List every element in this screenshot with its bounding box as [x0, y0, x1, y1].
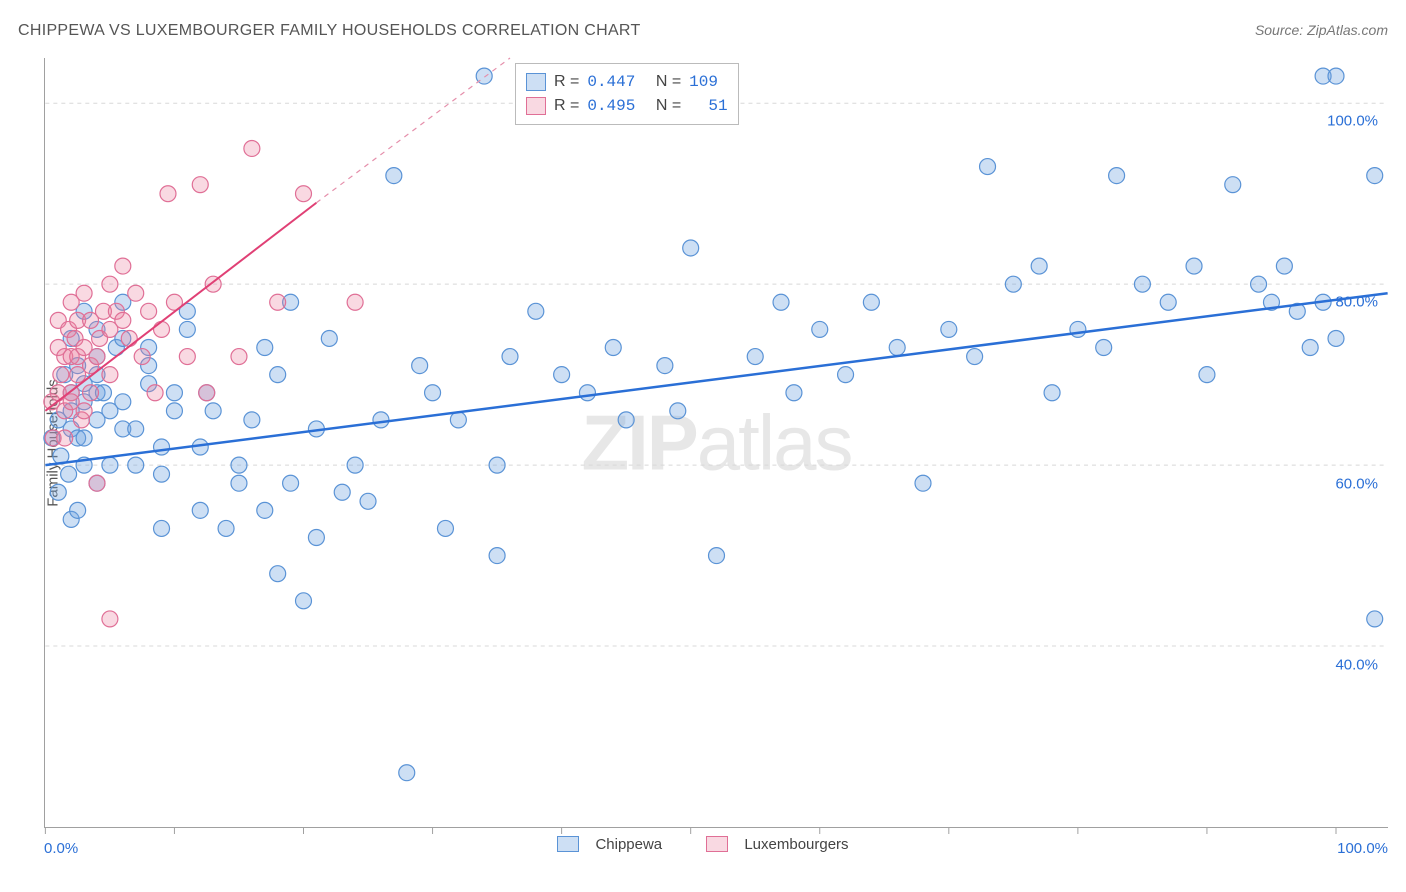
- legend-swatch-chippewa: [557, 836, 579, 852]
- legend-swatch-luxembourgers: [706, 836, 728, 852]
- legend-item-luxembourgers: Luxembourgers: [696, 836, 858, 853]
- stats-row-luxembourgers: R = 0.495 N = 51: [526, 94, 728, 118]
- y-tick-label: 100.0%: [1327, 113, 1378, 130]
- n-value-chippewa: 109: [689, 70, 718, 94]
- source-attribution: Source: ZipAtlas.com: [1255, 22, 1388, 38]
- stats-swatch-luxembourgers: [526, 97, 546, 115]
- y-tick-label: 40.0%: [1335, 656, 1378, 673]
- r-value-luxembourgers: 0.495: [587, 94, 635, 118]
- r-value-chippewa: 0.447: [587, 70, 635, 94]
- chart-title: CHIPPEWA VS LUXEMBOURGER FAMILY HOUSEHOL…: [18, 22, 641, 40]
- legend-item-chippewa: Chippewa: [547, 836, 676, 853]
- y-tick-label: 60.0%: [1335, 475, 1378, 492]
- stats-swatch-chippewa: [526, 73, 546, 91]
- n-value-luxembourgers: 51: [689, 94, 727, 118]
- correlation-stats-box: R = 0.447 N = 109 R = 0.495 N = 51: [515, 63, 739, 125]
- correlation-chart: CHIPPEWA VS LUXEMBOURGER FAMILY HOUSEHOL…: [0, 0, 1406, 892]
- legend: Chippewa Luxembourgers: [0, 836, 1406, 853]
- y-tick-label: 80.0%: [1335, 294, 1378, 311]
- stats-row-chippewa: R = 0.447 N = 109: [526, 70, 728, 94]
- plot-svg: [45, 58, 1388, 827]
- plot-area: Family Households ZIPatlas: [44, 58, 1388, 828]
